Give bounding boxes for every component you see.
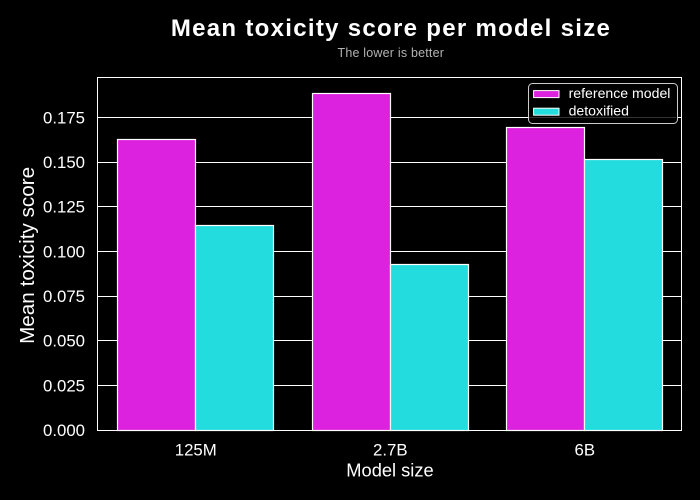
svg-text:Model size: Model size [346, 460, 433, 481]
svg-text:6B: 6B [574, 441, 595, 460]
svg-text:0.175: 0.175 [43, 108, 85, 127]
svg-text:Mean toxicity score per model: Mean toxicity score per model size [171, 15, 611, 42]
svg-text:detoxified: detoxified [569, 103, 629, 119]
svg-text:Mean toxicity score: Mean toxicity score [16, 167, 39, 344]
svg-text:0.000: 0.000 [43, 421, 85, 440]
svg-text:0.125: 0.125 [43, 198, 85, 217]
svg-text:The lower is better: The lower is better [337, 46, 444, 60]
svg-text:0.100: 0.100 [43, 242, 85, 261]
svg-text:2.7B: 2.7B [373, 441, 408, 460]
svg-text:0.075: 0.075 [43, 287, 85, 306]
svg-text:0.050: 0.050 [43, 332, 85, 351]
svg-text:0.025: 0.025 [43, 376, 85, 395]
svg-text:0.150: 0.150 [43, 153, 85, 172]
svg-text:125M: 125M [175, 441, 217, 460]
svg-text:reference model: reference model [569, 85, 671, 101]
